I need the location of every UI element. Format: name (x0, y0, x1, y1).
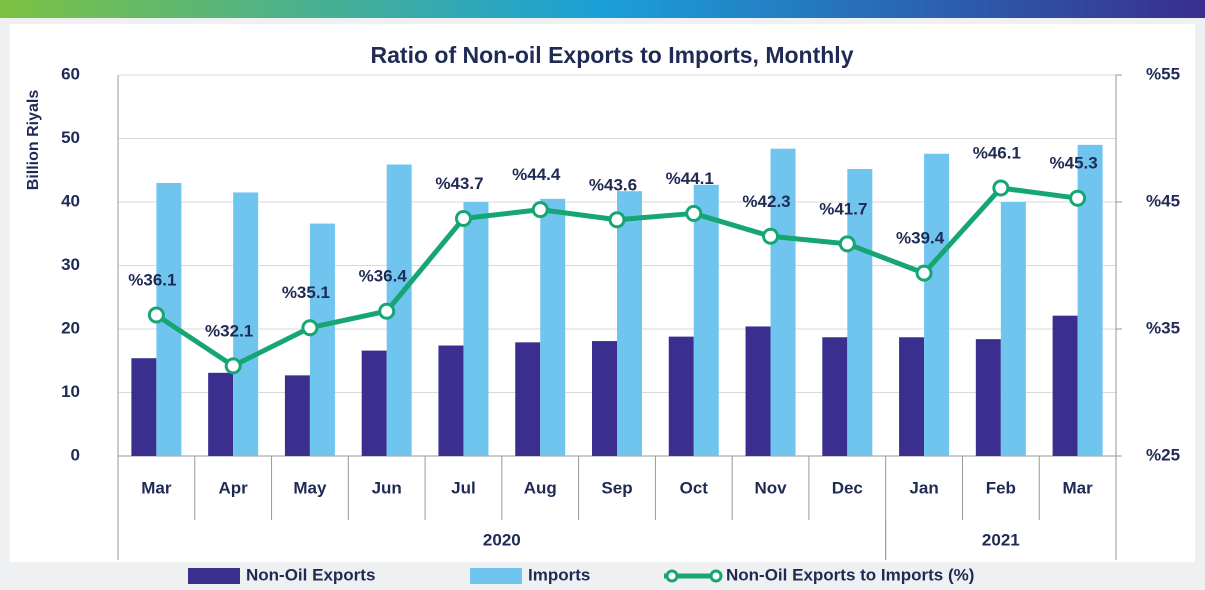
bar (592, 341, 617, 456)
bar (1000, 202, 1026, 456)
x-tick-label: Dec (832, 478, 863, 497)
ratio-marker (301, 319, 319, 337)
ratio-marker (992, 179, 1010, 197)
y-tick-label: 20 (61, 318, 80, 337)
top-bar (0, 0, 1205, 18)
legend-label: Imports (528, 565, 590, 584)
y-tick-label: 40 (61, 191, 80, 210)
bar (975, 339, 1001, 456)
ratio-marker (685, 204, 703, 222)
bar (233, 192, 259, 456)
y-axis-label: Billion Riyals (25, 90, 42, 191)
x-tick-label: Nov (754, 478, 787, 497)
y-tick-label: 10 (61, 382, 80, 401)
x-tick-label: Jul (451, 478, 476, 497)
bar (1052, 315, 1078, 456)
bar (208, 372, 234, 456)
ratio-marker (762, 227, 780, 245)
legend-swatch (470, 568, 522, 584)
y2-tick-label: %55 (1146, 64, 1180, 83)
x-tick-label: Aug (524, 478, 557, 497)
data-label: %41.7 (819, 199, 867, 218)
legend-marker (709, 569, 723, 583)
x-tick-label: Jun (372, 478, 402, 497)
group-label: 2021 (982, 530, 1020, 549)
x-tick-label: May (293, 478, 327, 497)
y2-tick-label: %45 (1146, 191, 1180, 210)
bar (309, 223, 335, 456)
x-tick-label: Mar (141, 478, 172, 497)
x-tick-label: Jan (909, 478, 938, 497)
data-label: %45.3 (1050, 154, 1098, 173)
y-tick-label: 50 (61, 128, 80, 147)
bar (847, 168, 873, 457)
group-label: 2020 (483, 530, 521, 549)
x-tick-label: Oct (680, 478, 709, 497)
data-label: %39.4 (896, 229, 945, 248)
bar (822, 337, 848, 456)
bar (770, 148, 796, 456)
data-label: %36.4 (359, 267, 408, 286)
chart-title: Ratio of Non-oil Exports to Imports, Mon… (371, 42, 854, 68)
bar (361, 350, 387, 456)
y-tick-label: 30 (61, 255, 80, 274)
legend-label: Non-Oil Exports to Imports (%) (726, 565, 974, 584)
ratio-marker (1069, 189, 1087, 207)
data-label: %36.1 (128, 271, 176, 290)
bar (693, 184, 719, 457)
bar (438, 345, 464, 456)
bar (131, 358, 157, 456)
ratio-marker (378, 302, 396, 320)
y2-tick-label: %25 (1146, 445, 1180, 464)
legend-label: Non-Oil Exports (246, 565, 375, 584)
ratio-marker (531, 201, 549, 219)
ratio-marker (454, 210, 472, 228)
ratio-marker (147, 306, 165, 324)
data-label: %44.4 (512, 165, 561, 184)
legend-swatch (188, 568, 240, 584)
data-label: %44.1 (666, 169, 714, 188)
y2-tick-label: %35 (1146, 318, 1180, 337)
y-tick-label: 0 (71, 445, 80, 464)
x-tick-label: Mar (1062, 478, 1093, 497)
x-tick-label: Sep (601, 478, 632, 497)
bar (668, 336, 694, 456)
ratio-marker (608, 211, 626, 229)
bar (924, 153, 950, 457)
bar (899, 337, 925, 456)
bar (745, 326, 771, 456)
bar (463, 202, 489, 456)
legend-marker (665, 569, 679, 583)
data-label: %32.1 (205, 321, 253, 340)
ratio-marker (224, 357, 242, 375)
ratio-marker (915, 264, 933, 282)
data-label: %43.7 (435, 174, 483, 193)
data-label: %46.1 (973, 144, 1021, 163)
bar (540, 198, 566, 456)
y-tick-label: 60 (61, 64, 80, 83)
ratio-marker (838, 235, 856, 253)
data-label: %42.3 (742, 192, 790, 211)
data-label: %35.1 (282, 283, 330, 302)
bar (284, 375, 310, 456)
x-tick-label: Feb (986, 478, 1016, 497)
chart-panel (10, 24, 1195, 562)
bar (515, 342, 541, 456)
bar (617, 191, 642, 456)
data-label: %43.6 (589, 175, 637, 194)
x-tick-label: Apr (219, 478, 249, 497)
